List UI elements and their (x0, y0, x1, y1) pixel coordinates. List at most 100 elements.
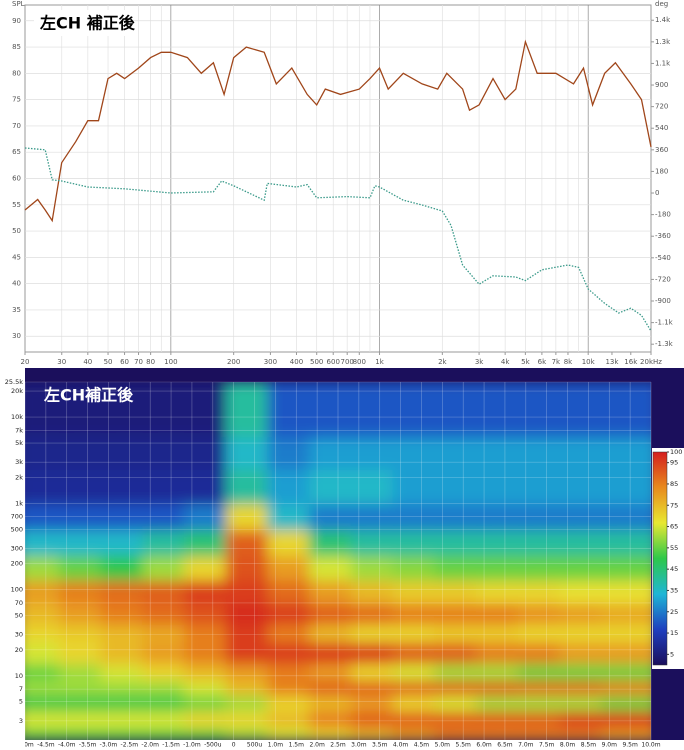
x-tick-label: 8.0m (560, 742, 576, 749)
x-tick-label: 20kHz (640, 358, 662, 366)
heatmap-cell (601, 554, 651, 581)
y-tick-label: 50 (12, 227, 21, 235)
x-tick-label: 5k (521, 358, 530, 366)
y-tick-label: 5 (19, 698, 23, 706)
heatmap-cells (25, 382, 651, 740)
y-tick-label: 55 (12, 201, 21, 209)
y-tick-label: 500 (11, 525, 23, 533)
x-tick-label: -3.0m (100, 742, 118, 749)
x-tick-label: 0 (232, 742, 236, 749)
y2-tick-label: 1.4k (655, 16, 671, 24)
x-tick-label: 1.5m (289, 742, 305, 749)
y-tick-label: 75 (12, 96, 21, 104)
x-tick-label: 20 (21, 358, 30, 366)
y-tick-label: 10k (11, 413, 23, 421)
x-tick-label: 400 (290, 358, 303, 366)
y-tick-label: 1k (15, 499, 23, 507)
y-tick-label: 3k (15, 458, 23, 466)
y-tick-label: 60 (12, 175, 21, 183)
y-tick-label: 2k (15, 473, 23, 481)
heatmap-cell (601, 578, 651, 604)
x-tick-label: 600 (327, 358, 340, 366)
y-axis-strip (0, 368, 25, 750)
x-tick-label: 80 (146, 358, 155, 366)
heatmap-cell (601, 640, 651, 665)
heatmap-cell (601, 382, 651, 438)
y2-tick-label: 540 (655, 124, 668, 132)
x-tick-label: 16k (624, 358, 638, 366)
heatmap-cell (601, 467, 651, 505)
x-tick-label: 30 (57, 358, 66, 366)
x-tick-label: 2.0m (309, 742, 325, 749)
y-tick-label: 25.5k (5, 378, 23, 386)
series-line (24, 147, 652, 332)
x-tick-label: 8.5m (581, 742, 597, 749)
x-tick-label: 10.0m (641, 742, 660, 749)
y2-tick-label: 720 (655, 103, 668, 111)
x-tick-label: 60 (120, 358, 129, 366)
colorbar (652, 451, 668, 666)
x-tick-label: 13k (605, 358, 619, 366)
x-tick-label: -1.5m (162, 742, 180, 749)
y2-tick-label: 0 (655, 189, 659, 197)
y-tick-label: 20 (15, 646, 23, 654)
x-tick-label: 2k (438, 358, 447, 366)
y-tick-label: 200 (11, 560, 23, 568)
x-tick-label: 7.0m (518, 742, 534, 749)
x-tick-label: -2.5m (121, 742, 139, 749)
y2-tick-label: 1.3k (655, 38, 671, 46)
colorbar-label: 75 (670, 501, 678, 509)
x-tick-label: 40 (83, 358, 92, 366)
colorbar-label: 100 (670, 448, 682, 456)
colorbar-label: 95 (670, 459, 678, 467)
colorbar-label: 45 (670, 565, 678, 573)
x-tick-label: -1.0m (183, 742, 201, 749)
heatmap (25, 382, 651, 740)
x-tick-label: 10k (582, 358, 596, 366)
y2-tick-label: -720 (655, 275, 671, 283)
x-tick-label: 1k (375, 358, 384, 366)
y2-tick-label: -540 (655, 254, 671, 262)
x-tick-label: 50 (104, 358, 113, 366)
y2-axis-label: deg (655, 0, 668, 8)
y-tick-label: 7 (19, 685, 23, 693)
y-tick-label: 35 (12, 306, 21, 314)
y-tick-label: 70 (15, 599, 23, 607)
x-tick-label: 1.0m (268, 742, 284, 749)
heatmap-cell (601, 693, 651, 712)
y-axis-label: SPL (12, 0, 25, 8)
colorbar-label: 65 (670, 523, 678, 531)
x-tick-label: 700 (341, 358, 354, 366)
heatmap-cell (601, 435, 651, 470)
heatmap-cell (601, 601, 651, 625)
colorbar-label: 15 (670, 629, 678, 637)
x-tick-label: 4.5m (414, 742, 430, 749)
y-tick-label: 65 (12, 148, 21, 156)
y-tick-label: 85 (12, 43, 21, 51)
y-tick-label: 5k (15, 439, 23, 447)
y-tick-label: 10 (15, 672, 23, 680)
x-tick-label: 6.5m (497, 742, 513, 749)
heatmap-cell (601, 709, 651, 729)
x-tick-label: -500u (204, 742, 222, 749)
x-tick-label: 9.5m (622, 742, 638, 749)
colorbar-label: 5 (670, 650, 674, 658)
y-tick-label: 90 (12, 17, 21, 25)
y2-tick-label: -1.3k (655, 340, 674, 348)
x-tick-label: -4.5m (37, 742, 55, 749)
heatmap-cell (601, 528, 651, 557)
colorbar-label: 85 (670, 480, 678, 488)
x-tick-label: 800 (353, 358, 366, 366)
y-tick-label: 30 (15, 631, 23, 639)
y2-tick-label: 360 (655, 146, 668, 154)
title-box (34, 10, 130, 36)
x-tick-label: 6.0m (476, 742, 492, 749)
y-tick-label: 70 (12, 122, 21, 130)
y2-tick-label: 900 (655, 81, 668, 89)
x-tick-label: 4.0m (393, 742, 409, 749)
chart-title: 左CH補正後 (43, 386, 134, 405)
x-axis-strip (0, 740, 684, 750)
y-tick-label: 7k (15, 426, 23, 434)
colorbar-label: 55 (670, 544, 678, 552)
